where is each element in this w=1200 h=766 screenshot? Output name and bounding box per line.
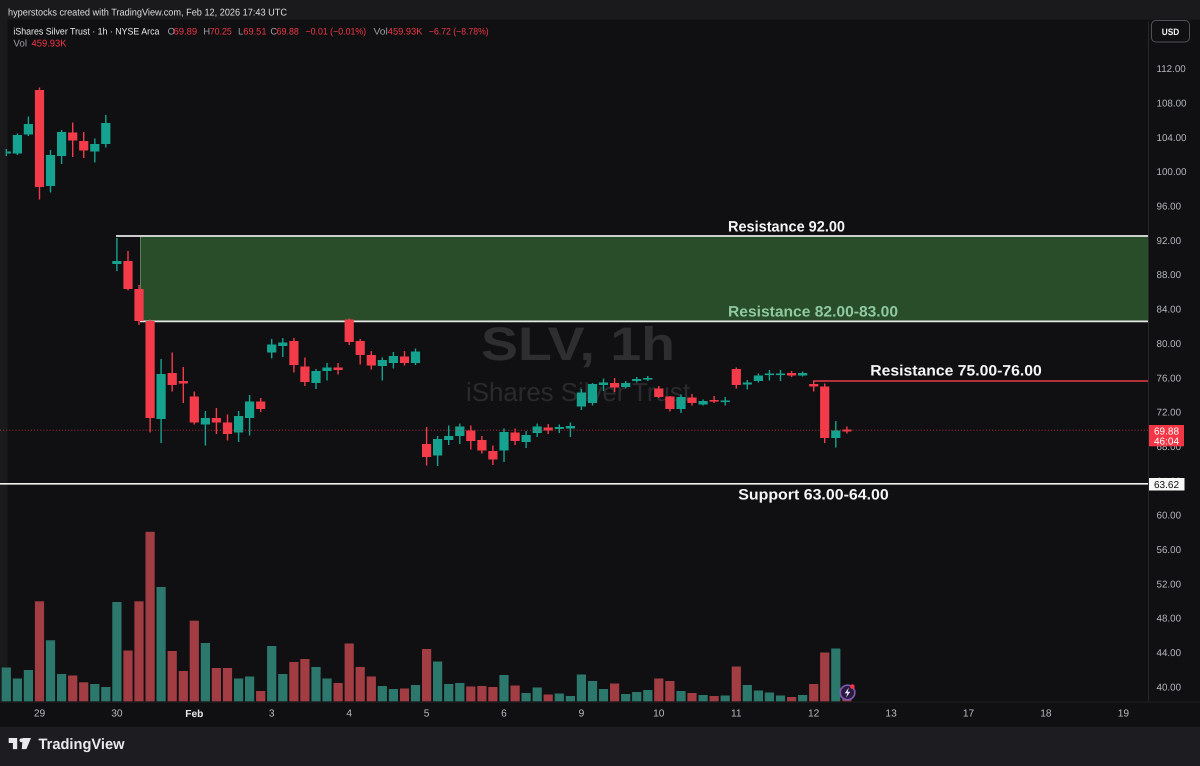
svg-text:10: 10 [653,709,665,720]
svg-text:69.88: 69.88 [1154,426,1179,437]
svg-text:92.00: 92.00 [1157,236,1182,247]
svg-text:19: 19 [1118,709,1130,720]
svg-text:108.00: 108.00 [1157,99,1188,110]
svg-text:52.00: 52.00 [1157,579,1182,590]
svg-text:104.00: 104.00 [1157,133,1188,144]
svg-text:40.00: 40.00 [1157,682,1182,693]
svg-text:TradingView: TradingView [39,736,125,753]
svg-text:18: 18 [1040,709,1052,720]
svg-text:68.00: 68.00 [1157,442,1182,453]
svg-text:12: 12 [808,709,820,720]
svg-text:46:04: 46:04 [1154,436,1179,447]
svg-text:17: 17 [963,709,975,720]
svg-text:13: 13 [885,709,897,720]
svg-text:72.00: 72.00 [1157,408,1182,419]
svg-text:9: 9 [579,709,585,720]
svg-text:5: 5 [424,709,430,720]
svg-text:29: 29 [34,709,46,720]
svg-text:44.00: 44.00 [1157,648,1182,659]
svg-text:30: 30 [111,709,123,720]
svg-text:Resistance 92.00: Resistance 92.00 [728,219,845,236]
svg-text:Support 63.00-64.00: Support 63.00-64.00 [738,487,889,504]
svg-text:Vol459.93K: Vol 459.93K [13,39,67,50]
svg-text:4: 4 [346,709,352,720]
svg-text:88.00: 88.00 [1157,270,1182,281]
svg-text:6: 6 [501,709,507,720]
svg-text:56.00: 56.00 [1157,545,1182,556]
svg-text:76.00: 76.00 [1157,373,1182,384]
svg-text:96.00: 96.00 [1157,202,1182,213]
svg-text:3: 3 [269,709,275,720]
svg-text:80.00: 80.00 [1157,339,1182,350]
svg-text:hyperstocks created with Tradi: hyperstocks created with TradingView.com… [8,7,287,18]
svg-text:84.00: 84.00 [1157,305,1182,316]
svg-text:Resistance 82.00-83.00: Resistance 82.00-83.00 [728,304,898,321]
svg-text:100.00: 100.00 [1157,167,1188,178]
svg-text:112.00: 112.00 [1157,64,1187,75]
svg-text:11: 11 [731,709,742,720]
svg-text:SLV, 1h: SLV, 1h [481,317,675,370]
svg-text:Feb: Feb [185,709,203,720]
svg-text:Resistance 75.00-76.00: Resistance 75.00-76.00 [870,363,1042,380]
svg-text:63.62: 63.62 [1154,480,1179,491]
svg-text:USD: USD [1162,27,1180,37]
svg-text:iShares Silver Trust · 1h · NY: iShares Silver Trust · 1h · NYSE Arca O69… [13,26,488,37]
svg-text:60.00: 60.00 [1157,511,1182,522]
svg-text:48.00: 48.00 [1157,614,1182,625]
